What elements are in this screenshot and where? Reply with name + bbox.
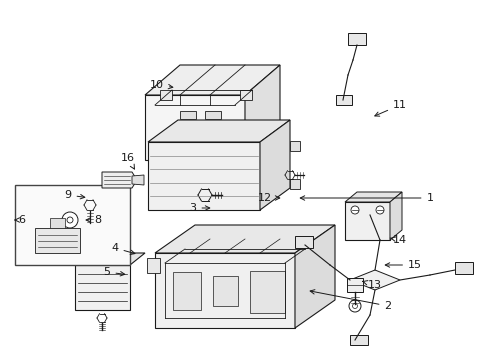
Text: 2: 2 [309, 290, 391, 311]
Polygon shape [347, 33, 365, 45]
Text: 5: 5 [103, 267, 124, 277]
Polygon shape [335, 95, 351, 105]
Text: 14: 14 [389, 235, 406, 245]
Polygon shape [289, 141, 299, 151]
Text: 6: 6 [15, 215, 25, 225]
Polygon shape [173, 272, 201, 310]
Polygon shape [213, 276, 238, 306]
Polygon shape [50, 218, 65, 228]
Text: 10: 10 [150, 80, 172, 90]
Polygon shape [346, 278, 362, 292]
Polygon shape [147, 258, 160, 273]
Text: 8: 8 [86, 215, 102, 225]
Polygon shape [35, 228, 80, 253]
Polygon shape [145, 95, 244, 160]
Polygon shape [75, 253, 145, 265]
Polygon shape [160, 90, 172, 100]
Polygon shape [345, 202, 389, 240]
Bar [15, 185, 130, 265]
Polygon shape [349, 270, 399, 290]
Polygon shape [204, 111, 221, 119]
Text: 16: 16 [121, 153, 135, 169]
Polygon shape [244, 65, 280, 160]
Polygon shape [148, 142, 260, 210]
Text: 7: 7 [59, 237, 74, 247]
Text: 4: 4 [111, 243, 135, 255]
Text: 15: 15 [385, 260, 421, 270]
Circle shape [67, 217, 73, 223]
Polygon shape [345, 192, 401, 202]
Circle shape [350, 206, 358, 214]
Text: 13: 13 [362, 280, 381, 290]
Polygon shape [294, 236, 312, 248]
Polygon shape [240, 90, 251, 100]
Circle shape [62, 212, 78, 228]
Polygon shape [148, 120, 289, 142]
Polygon shape [145, 65, 280, 95]
Polygon shape [155, 225, 334, 253]
Circle shape [375, 206, 383, 214]
Polygon shape [361, 203, 381, 215]
Circle shape [348, 300, 360, 312]
Text: 9: 9 [64, 190, 84, 200]
Text: 3: 3 [189, 203, 209, 213]
Circle shape [352, 303, 357, 309]
Polygon shape [102, 172, 137, 188]
Polygon shape [294, 225, 334, 328]
Polygon shape [155, 253, 294, 328]
Circle shape [83, 284, 91, 292]
Text: 11: 11 [374, 100, 406, 116]
Polygon shape [289, 179, 299, 189]
Polygon shape [454, 262, 472, 274]
Polygon shape [349, 335, 367, 345]
Polygon shape [180, 111, 196, 119]
Polygon shape [132, 175, 143, 185]
Polygon shape [249, 271, 285, 313]
Polygon shape [260, 120, 289, 210]
Polygon shape [75, 265, 130, 310]
Polygon shape [389, 192, 401, 240]
Text: 1: 1 [300, 193, 433, 203]
Text: 12: 12 [257, 193, 279, 203]
Circle shape [113, 284, 121, 292]
